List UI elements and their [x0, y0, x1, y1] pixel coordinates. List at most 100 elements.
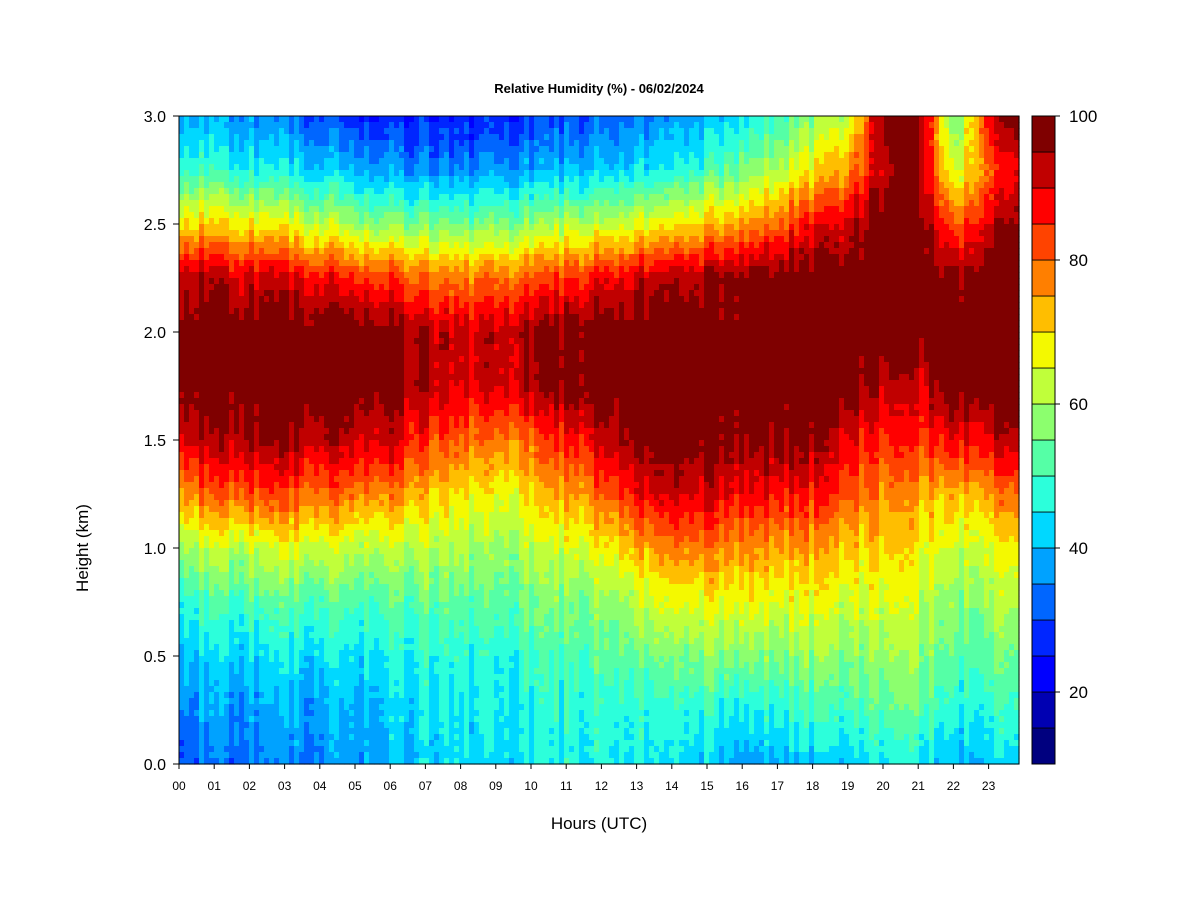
heatmap-cell [259, 476, 265, 483]
heatmap-cell [324, 356, 330, 363]
heatmap-cell [344, 530, 350, 537]
heatmap-cell [179, 680, 185, 687]
heatmap-cell [319, 404, 325, 411]
heatmap-cell [199, 500, 205, 507]
heatmap-cell [294, 368, 300, 375]
heatmap-cell [334, 554, 340, 561]
heatmap-cell [194, 686, 200, 693]
heatmap-cell [349, 716, 355, 723]
heatmap-cell [229, 392, 235, 399]
heatmap-cell [204, 620, 210, 627]
heatmap-cell [214, 374, 220, 381]
heatmap-cell [274, 440, 280, 447]
heatmap-cell [219, 602, 225, 609]
heatmap-cell [189, 716, 195, 723]
heatmap-cell [209, 362, 215, 369]
heatmap-cell [259, 608, 265, 615]
heatmap-cell [394, 716, 400, 723]
heatmap-cell [364, 554, 370, 561]
heatmap-cell [259, 368, 265, 375]
heatmap-cell [334, 488, 340, 495]
heatmap-cell [409, 260, 415, 267]
heatmap-cell [349, 254, 355, 261]
heatmap-cell [349, 368, 355, 375]
heatmap-cell [364, 752, 370, 759]
heatmap-cell [179, 584, 185, 591]
heatmap-cell [189, 554, 195, 561]
heatmap-cell [404, 512, 410, 519]
heatmap-cell [259, 338, 265, 345]
heatmap-cell [379, 140, 385, 147]
heatmap-cell [249, 410, 255, 417]
heatmap-cell [189, 542, 195, 549]
heatmap-cell [269, 734, 275, 741]
heatmap-cell [344, 320, 350, 327]
heatmap-cell [194, 680, 200, 687]
heatmap-cell [189, 668, 195, 675]
heatmap-cell [179, 272, 185, 279]
heatmap-cell [209, 176, 215, 183]
heatmap-cell [244, 320, 250, 327]
heatmap-cell [289, 122, 295, 129]
heatmap-cell [264, 728, 270, 735]
heatmap-cell [224, 152, 230, 159]
heatmap-cell [309, 680, 315, 687]
heatmap-cell [184, 758, 190, 765]
heatmap-cell [204, 704, 210, 711]
heatmap-cell [309, 746, 315, 753]
heatmap-cell [289, 542, 295, 549]
heatmap-cell [224, 626, 230, 633]
heatmap-cell [349, 290, 355, 297]
heatmap-cell [394, 140, 400, 147]
heatmap-cell [274, 650, 280, 657]
heatmap-cell [304, 206, 310, 213]
heatmap-cell [394, 242, 400, 249]
heatmap-cell [339, 464, 345, 471]
heatmap-cell [389, 116, 395, 123]
heatmap-cell [199, 176, 205, 183]
heatmap-cell [204, 752, 210, 759]
heatmap-cell [279, 536, 285, 543]
heatmap-cell [379, 566, 385, 573]
heatmap-cell [349, 614, 355, 621]
heatmap-cell [314, 266, 320, 273]
heatmap-cell [374, 518, 380, 525]
heatmap-cell [334, 722, 340, 729]
heatmap-cell [269, 446, 275, 453]
heatmap-cell [244, 620, 250, 627]
heatmap-cell [199, 716, 205, 723]
heatmap-cell [364, 128, 370, 135]
heatmap-cell [404, 710, 410, 717]
heatmap-cell [259, 170, 265, 177]
heatmap-cell [189, 278, 195, 285]
heatmap-cell [404, 500, 410, 507]
heatmap-cell [399, 536, 405, 543]
heatmap-cell [239, 758, 245, 765]
heatmap-cell [189, 614, 195, 621]
heatmap-cell [229, 122, 235, 129]
heatmap-cell [279, 158, 285, 165]
heatmap-cell [239, 224, 245, 231]
heatmap-cell [269, 554, 275, 561]
heatmap-cell [239, 128, 245, 135]
heatmap-cell [334, 128, 340, 135]
heatmap-cell [189, 572, 195, 579]
heatmap-cell [259, 626, 265, 633]
heatmap-cell [199, 626, 205, 633]
heatmap-cell [359, 134, 365, 141]
heatmap-cell [374, 122, 380, 129]
heatmap-cell [314, 440, 320, 447]
heatmap-cell [364, 416, 370, 423]
heatmap-cell [299, 518, 305, 525]
heatmap-cell [389, 506, 395, 513]
heatmap-cell [194, 494, 200, 501]
heatmap-cell [274, 338, 280, 345]
heatmap-cell [294, 278, 300, 285]
heatmap-cell [314, 116, 320, 123]
heatmap-cell [314, 296, 320, 303]
heatmap-cell [384, 350, 390, 357]
heatmap-cell [374, 200, 380, 207]
heatmap-cell [359, 428, 365, 435]
heatmap-cell [209, 572, 215, 579]
heatmap-cell [259, 668, 265, 675]
